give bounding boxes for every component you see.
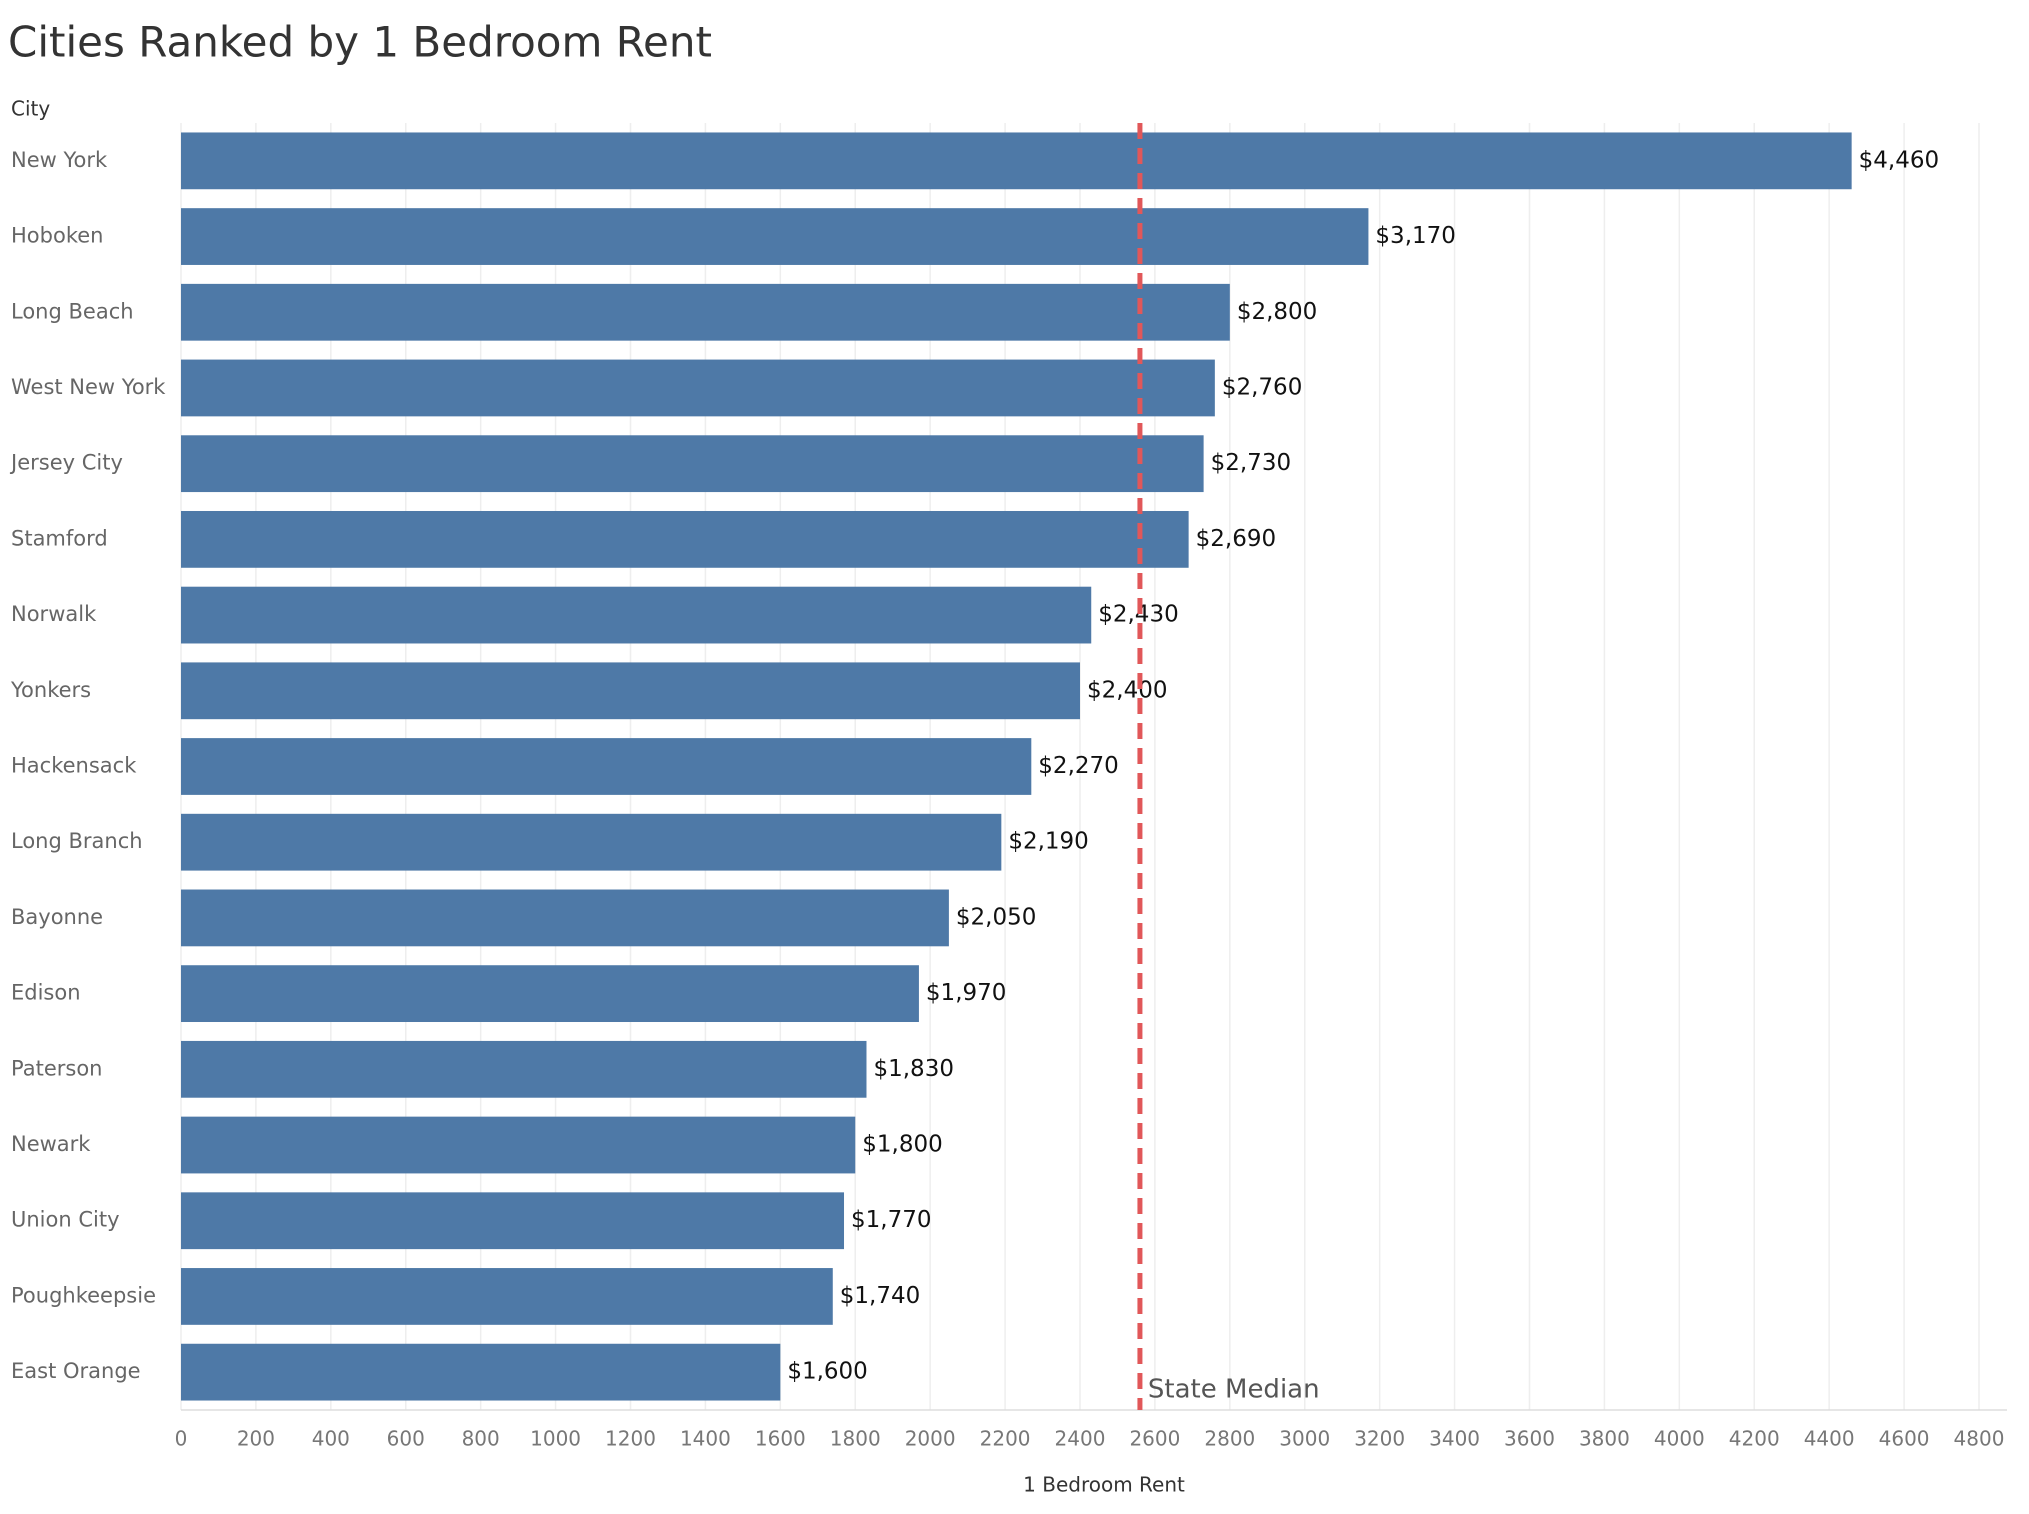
y-tick-label: East Orange xyxy=(11,1359,141,1383)
y-tick-label: Norwalk xyxy=(11,602,97,626)
value-label: $2,400 xyxy=(1087,677,1167,703)
value-label: $2,690 xyxy=(1196,526,1276,552)
value-label: $2,190 xyxy=(1008,829,1088,855)
value-label: $1,600 xyxy=(787,1359,867,1385)
x-tick-label: 200 xyxy=(237,1427,275,1451)
y-tick-label: Union City xyxy=(11,1208,120,1232)
x-tick-label: 3000 xyxy=(1279,1427,1330,1451)
x-tick-label: 2800 xyxy=(1204,1427,1255,1451)
bar xyxy=(181,1116,856,1174)
y-tick-label: Poughkeepsie xyxy=(11,1283,156,1307)
y-tick-label: Jersey City xyxy=(9,451,123,475)
x-tick-label: 1600 xyxy=(755,1427,806,1451)
bar xyxy=(181,1268,833,1325)
bar xyxy=(181,738,1032,795)
y-tick-label: Yonkers xyxy=(10,678,91,702)
x-tick-label: 600 xyxy=(387,1427,425,1451)
y-tick-label: Stamford xyxy=(11,526,108,550)
value-label: $1,830 xyxy=(873,1056,953,1082)
bar xyxy=(181,359,1215,417)
bar xyxy=(181,1040,867,1098)
x-tick-label: 0 xyxy=(175,1427,188,1451)
x-tick-label: 2000 xyxy=(905,1427,956,1451)
bar xyxy=(181,283,1230,341)
bar xyxy=(181,132,1852,190)
value-label: $2,800 xyxy=(1237,299,1317,325)
x-tick-label: 3600 xyxy=(1504,1427,1555,1451)
x-tick-label: 4400 xyxy=(1804,1427,1855,1451)
y-tick-label: Long Branch xyxy=(11,829,143,853)
x-tick-label: 400 xyxy=(312,1427,350,1451)
y-tick-label: Newark xyxy=(11,1132,91,1156)
x-tick-label: 1400 xyxy=(680,1427,731,1451)
value-label: $2,270 xyxy=(1038,753,1118,779)
x-tick-label: 1800 xyxy=(830,1427,881,1451)
value-label: $2,730 xyxy=(1211,450,1291,476)
x-axis-title: 1 Bedroom Rent xyxy=(1023,1473,1185,1497)
x-tick-label: 1000 xyxy=(530,1427,581,1451)
value-label: $1,970 xyxy=(926,980,1006,1006)
x-tick-label: 4200 xyxy=(1729,1427,1780,1451)
value-label: $3,170 xyxy=(1375,223,1455,249)
value-label: $1,740 xyxy=(840,1283,920,1309)
y-tick-label: New York xyxy=(11,148,108,172)
x-tick-label: 800 xyxy=(462,1427,500,1451)
value-label: $1,770 xyxy=(851,1207,931,1233)
reference-label: State Median xyxy=(1148,1375,1320,1405)
bar xyxy=(181,586,1092,644)
y-tick-label: Hackensack xyxy=(11,754,137,778)
value-label: $4,460 xyxy=(1859,147,1939,173)
bar xyxy=(181,1343,781,1401)
bar xyxy=(181,208,1369,265)
bar xyxy=(181,965,919,1023)
y-tick-label: Edison xyxy=(11,981,81,1005)
x-tick-label: 2600 xyxy=(1129,1427,1180,1451)
y-tick-label: Bayonne xyxy=(11,905,103,929)
value-label: $2,050 xyxy=(956,904,1036,930)
bar xyxy=(181,662,1080,720)
x-tick-label: 4000 xyxy=(1654,1427,1705,1451)
y-tick-label: Long Beach xyxy=(11,299,134,323)
value-label: $2,760 xyxy=(1222,374,1302,400)
bar xyxy=(181,889,949,947)
chart-title: Cities Ranked by 1 Bedroom Rent xyxy=(8,18,712,67)
value-label: $1,800 xyxy=(862,1132,942,1158)
x-tick-label: 3200 xyxy=(1354,1427,1405,1451)
x-tick-label: 1200 xyxy=(605,1427,656,1451)
bar xyxy=(181,1192,845,1250)
x-tick-label: 2400 xyxy=(1055,1427,1106,1451)
x-tick-label: 3800 xyxy=(1579,1427,1630,1451)
y-tick-label: Hoboken xyxy=(11,224,103,248)
bar xyxy=(181,510,1189,568)
bar xyxy=(181,813,1002,871)
x-tick-label: 2200 xyxy=(980,1427,1031,1451)
x-tick-label: 4800 xyxy=(1954,1427,2005,1451)
x-tick-label: 4600 xyxy=(1879,1427,1930,1451)
bar xyxy=(181,435,1204,493)
x-tick-label: 3400 xyxy=(1429,1427,1480,1451)
y-tick-label: Paterson xyxy=(11,1056,102,1080)
y-axis-title: City xyxy=(11,97,50,121)
y-tick-label: West New York xyxy=(11,375,166,399)
